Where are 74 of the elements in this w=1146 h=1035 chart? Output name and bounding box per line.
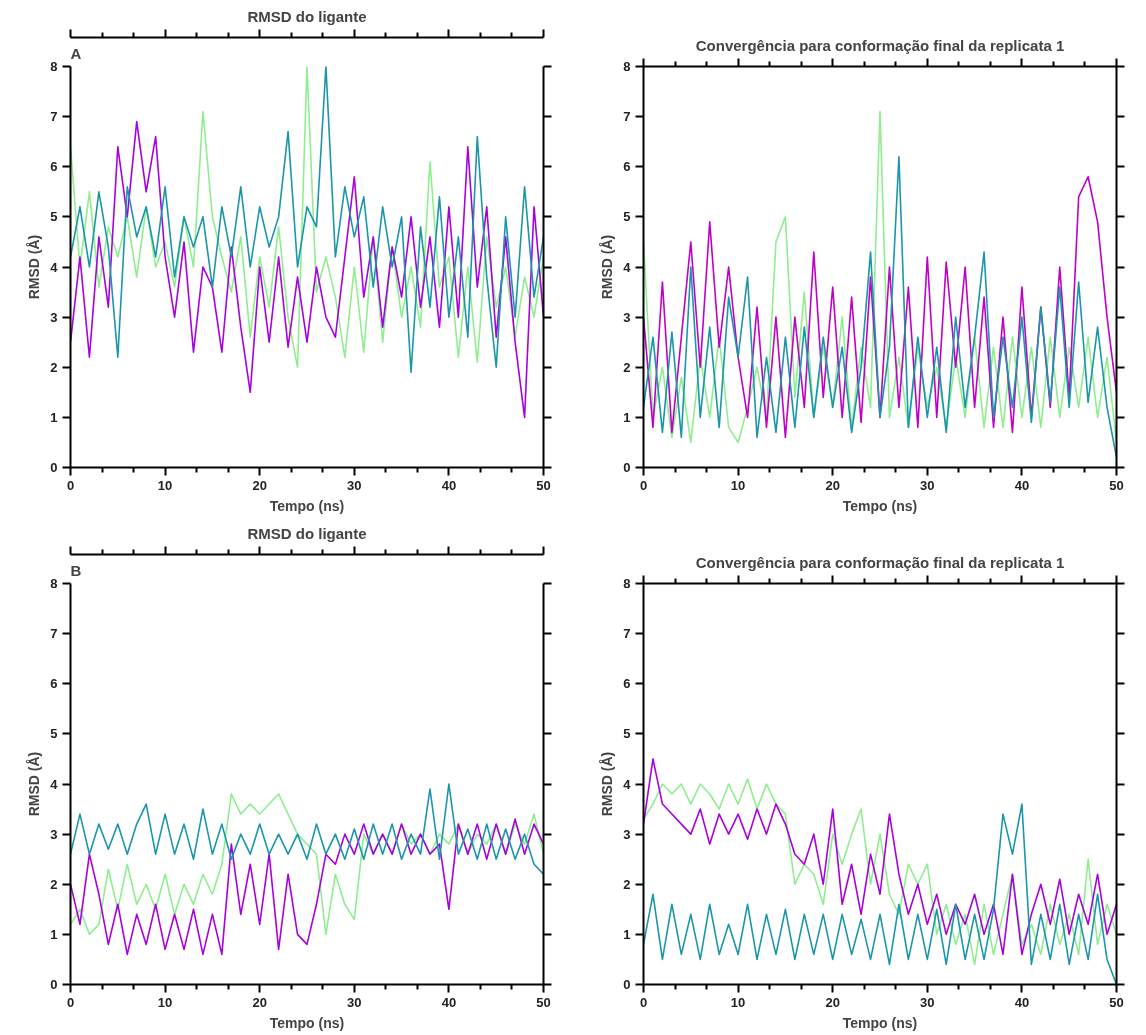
x-tick-label: 20: [825, 994, 840, 1010]
y-tick-label: 7: [623, 626, 631, 642]
y-tick-label: 0: [623, 977, 631, 992]
y-tick-label: 0: [50, 460, 58, 475]
x-tick-label: 20: [825, 477, 840, 493]
y-tick-label: 5: [50, 726, 58, 742]
y-tick-label: 3: [50, 309, 58, 325]
x-tick-label: 40: [1014, 994, 1030, 1010]
y-tick-label: 4: [623, 776, 632, 792]
text: A: [70, 44, 82, 62]
x-axis-title: Tempo (ns): [269, 1014, 345, 1031]
y-tick-label: 4: [50, 776, 59, 792]
y-tick-label: 5: [50, 209, 58, 225]
y-axis-title: RMSD (Å): [599, 751, 616, 817]
x-tick-label: 40: [441, 477, 457, 493]
x-tick-label: 30: [920, 994, 935, 1010]
y-tick-label: 3: [50, 826, 58, 842]
y-axis-title: RMSD (Å): [26, 234, 43, 300]
x-tick-label: 50: [1109, 477, 1124, 493]
y-tick-label: 1: [50, 409, 58, 425]
y-tick-label: 5: [623, 726, 631, 742]
y-tick-label: 1: [623, 926, 631, 942]
y-tick-label: 0: [623, 460, 631, 475]
x-tick-label: 30: [347, 477, 362, 493]
y-tick-label: 6: [50, 159, 58, 175]
x-tick-label: 30: [347, 994, 362, 1010]
y-tick-label: 6: [623, 159, 631, 175]
y-tick-label: 2: [623, 359, 631, 375]
y-tick-label: 6: [50, 676, 58, 692]
x-tick-label: 40: [441, 994, 457, 1010]
y-tick-label: 2: [50, 359, 58, 375]
y-tick-label: 8: [50, 59, 58, 74]
x-tick-label: 10: [157, 994, 173, 1010]
y-tick-label: 7: [50, 109, 58, 125]
x-tick-label: 10: [730, 994, 746, 1010]
x-tick-label: 0: [639, 477, 648, 493]
chart-title: Convergência para conformação final da replicata 1: [695, 553, 1065, 571]
x-tick-label: 50: [536, 994, 551, 1010]
x-tick-label: 40: [1014, 477, 1030, 493]
y-tick-label: 1: [623, 409, 631, 425]
y-tick-label: 2: [623, 876, 631, 892]
y-tick-label: 3: [623, 826, 631, 842]
y-tick-label: 3: [623, 309, 631, 325]
y-tick-label: 8: [50, 576, 58, 591]
x-tick-label: 20: [252, 994, 267, 1010]
y-tick-label: 1: [50, 926, 58, 942]
y-tick-label: 4: [623, 259, 632, 275]
y-tick-label: 4: [50, 259, 59, 275]
x-axis-title: Tempo (ns): [269, 497, 345, 514]
x-tick-label: 10: [730, 477, 746, 493]
x-tick-label: 0: [66, 994, 75, 1010]
y-tick-label: 8: [623, 576, 631, 591]
x-tick-label: 50: [1109, 994, 1124, 1010]
y-tick-label: 6: [623, 676, 631, 692]
chart-title: Convergência para conformação final da replicata 1: [695, 36, 1065, 54]
x-tick-label: 0: [66, 477, 75, 493]
chart-title: RMSD do ligante: [247, 7, 367, 25]
x-axis-title: Tempo (ns): [842, 497, 918, 514]
y-tick-label: 7: [50, 626, 58, 642]
x-tick-label: 20: [252, 477, 267, 493]
y-tick-label: 0: [50, 977, 58, 992]
x-axis-title: Tempo (ns): [842, 1014, 918, 1031]
y-tick-label: 2: [50, 876, 58, 892]
x-tick-label: 50: [536, 477, 551, 493]
x-tick-label: 10: [157, 477, 173, 493]
x-tick-label: 30: [920, 477, 935, 493]
x-tick-label: 0: [639, 994, 648, 1010]
y-tick-label: 5: [623, 209, 631, 225]
y-tick-label: 8: [623, 59, 631, 74]
text: B: [70, 561, 82, 579]
y-tick-label: 7: [623, 109, 631, 125]
y-axis-title: RMSD (Å): [26, 751, 43, 817]
chart-title: RMSD do ligante: [247, 524, 367, 542]
y-axis-title: RMSD (Å): [599, 234, 616, 300]
